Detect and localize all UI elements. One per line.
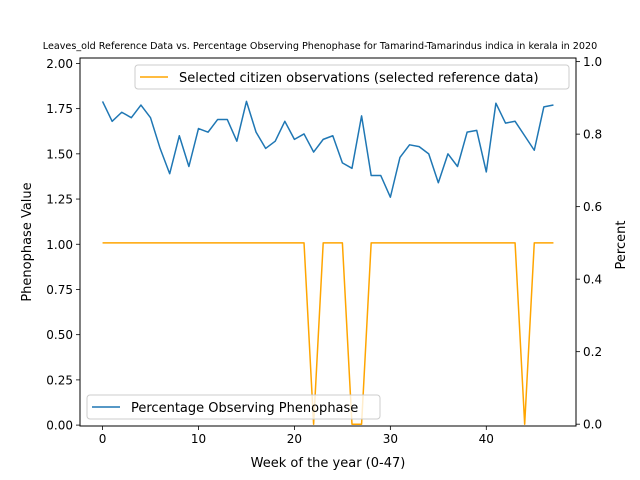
left-y-tick-label: 0.00: [46, 419, 73, 433]
left-y-tick-label: 0.25: [46, 373, 73, 387]
x-tick-label: 20: [287, 432, 302, 446]
left-y-tick-label: 1.50: [46, 147, 73, 161]
left-y-tick-label: 1.00: [46, 238, 73, 252]
series-line-percentage-observing-phenophase: [101, 100, 554, 198]
series-line-selected-citizen-observations-selected-reference-data: [102, 242, 554, 425]
x-tick-label: 30: [383, 432, 398, 446]
series-layer: [101, 100, 554, 425]
right-y-tick-label: 0.4: [583, 273, 602, 287]
legend-top-right-box: [134, 64, 570, 90]
left-y-axis-ticks: 0.00 0.25 0.50 0.75 1.00 1.25 1.50 1.75 2.00: [46, 57, 80, 433]
left-y-tick-label: 2.00: [46, 57, 73, 71]
right-y-tick-label: 1.0: [583, 55, 602, 69]
right-y-tick-label: 0.8: [583, 128, 602, 142]
legend-top-right: Selected citizen observations (selected …: [134, 64, 570, 90]
left-y-tick-label: 1.25: [46, 193, 73, 207]
x-axis-ticks: 0 10 20 30 40: [99, 426, 494, 446]
left-y-tick-label: 1.75: [46, 102, 73, 116]
x-tick-label: 0: [99, 432, 107, 446]
right-y-axis-label: Percent: [614, 221, 629, 270]
axes-frame: [79, 57, 577, 427]
legend-label-percentage-observing: Percentage Observing Phenophase: [131, 401, 358, 416]
legend-bottom-left-box: [86, 394, 381, 420]
right-y-tick-label: 0.0: [583, 418, 602, 432]
right-y-axis-ticks: 0.0 0.2 0.4 0.6 0.8 1.0: [576, 55, 602, 432]
legend-bottom-left: Percentage Observing Phenophase: [86, 394, 381, 420]
right-y-tick-label: 0.2: [583, 345, 602, 359]
chart-title: Leaves_old Reference Data vs. Percentage…: [43, 41, 597, 52]
left-y-axis-label: Phenophase Value: [20, 182, 35, 301]
x-axis-label: Week of the year (0-47): [251, 456, 406, 471]
x-tick-label: 10: [191, 432, 206, 446]
plot-area: [79, 57, 577, 427]
left-y-tick-label: 0.50: [46, 328, 73, 342]
legend-label-selected-citizen-observations: Selected citizen observations (selected …: [179, 71, 539, 86]
right-y-tick-label: 0.6: [583, 200, 602, 214]
left-y-tick-label: 0.75: [46, 283, 73, 297]
x-tick-label: 40: [479, 432, 494, 446]
